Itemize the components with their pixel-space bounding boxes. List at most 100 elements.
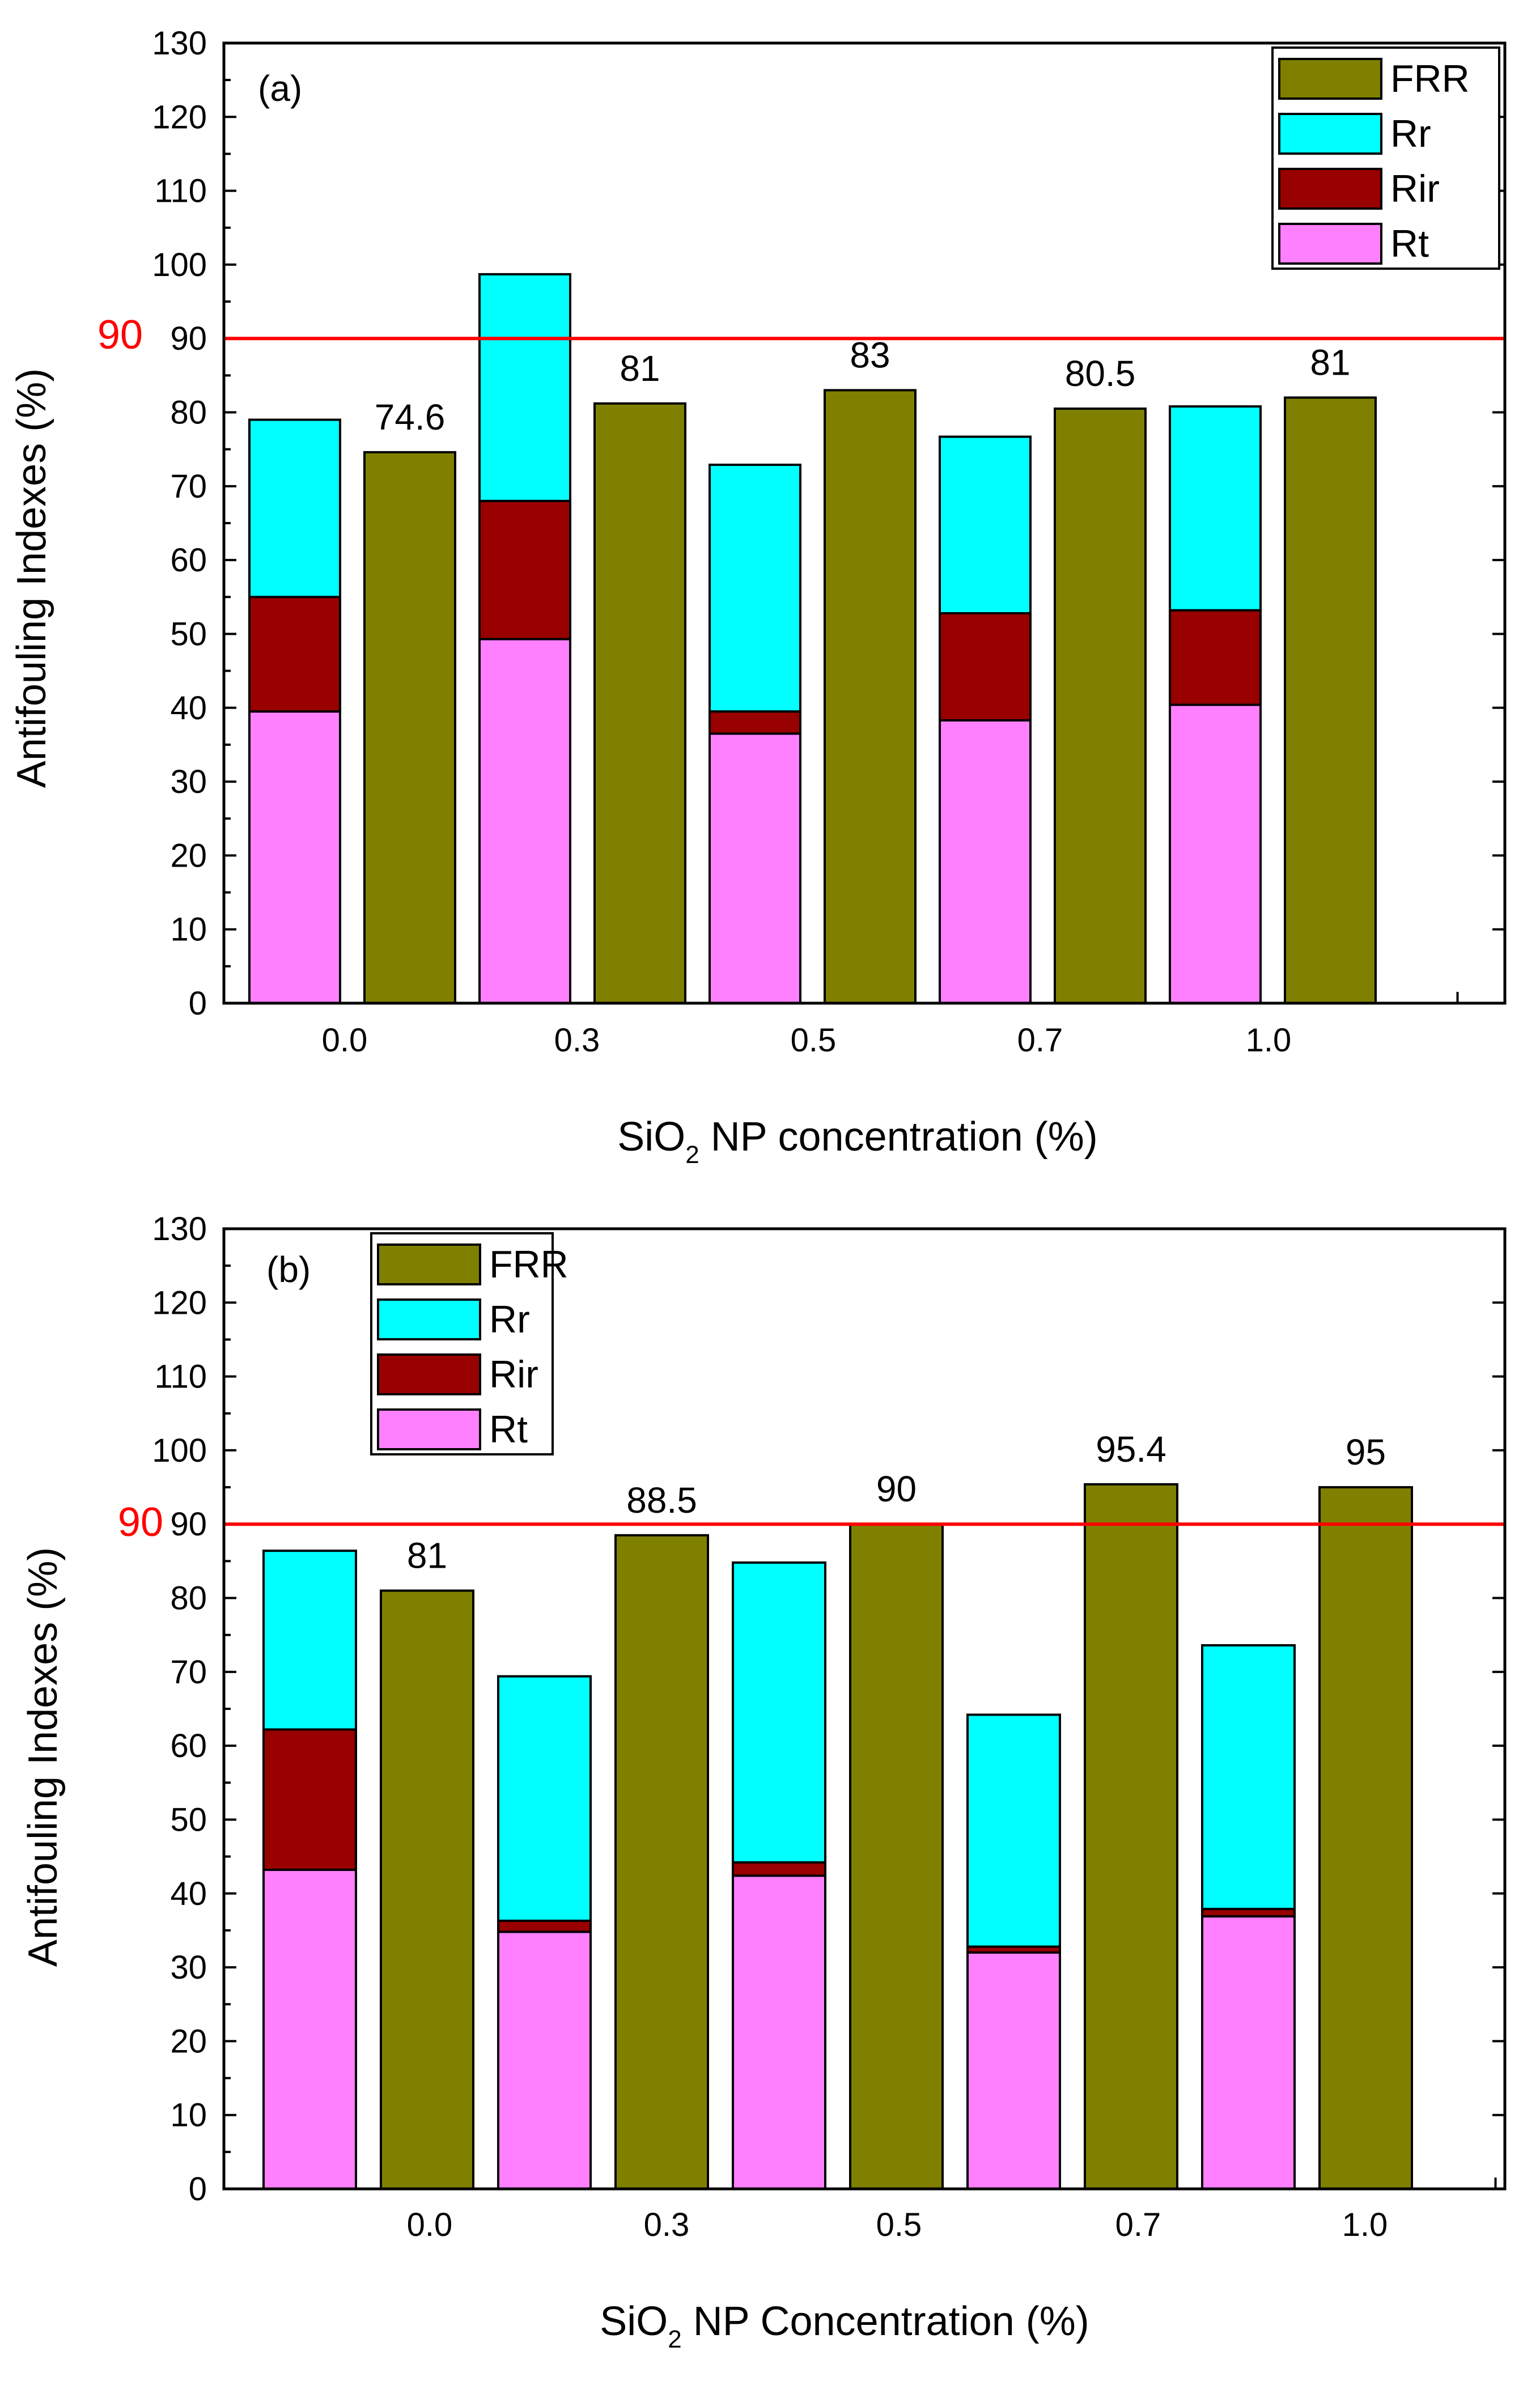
- frr-value-label-a: 83: [850, 334, 890, 375]
- panel-label-a: (a): [258, 68, 302, 109]
- bar-rt-a: [248, 710, 341, 1005]
- legend-b: FRR Rr Rir Rt: [370, 1232, 569, 1455]
- chart-panel-a: Antifouling Indexes (%) 0 10 20 30 40 50 60 70 8…: [9, 25, 1507, 1169]
- y-tick-label-a: 0: [189, 985, 207, 1022]
- legend-label-rir-a: Rir: [1390, 167, 1440, 210]
- frr-value-label-b: 90: [876, 1469, 917, 1509]
- y-tick-label-b: 80: [170, 1580, 207, 1617]
- x-axis-title-main-a: SiO: [617, 1114, 685, 1160]
- bar-frr-b: [1084, 1483, 1178, 2190]
- x-tick-label-b: 0.5: [876, 2206, 922, 2243]
- bar-rir-a: [939, 612, 1032, 721]
- frr-value-label-a: 81: [620, 348, 660, 389]
- bar-rr-b: [262, 1550, 357, 1731]
- bar-frr-a: [1054, 408, 1147, 1004]
- bar-rr-a: [248, 418, 341, 599]
- y-axis-title-a: Antifouling Indexes (%): [9, 368, 54, 788]
- bar-rt-a: [939, 719, 1032, 1004]
- y-tick-label-a: 120: [152, 99, 207, 135]
- bar-frr-b: [849, 1523, 944, 2190]
- legend-a: FRR Rr Rir Rt: [1271, 46, 1500, 270]
- y-tick-label-a: 60: [170, 542, 207, 579]
- x-axis-title-b: SiO2 NP Concentration (%): [600, 2299, 1089, 2353]
- bar-rir-b: [732, 1861, 826, 1877]
- frr-value-label-b: 88.5: [626, 1480, 697, 1521]
- legend-label-rt-a: Rt: [1390, 222, 1429, 265]
- x-axis-title-main-b: SiO: [600, 2299, 668, 2344]
- frr-value-label-b: 95: [1346, 1432, 1386, 1472]
- bar-rr-b: [966, 1713, 1061, 1948]
- y-tick-label-b: 20: [170, 2023, 207, 2060]
- reference-line-label-b: 90: [118, 1500, 163, 1545]
- bar-rir-b: [497, 1919, 592, 1933]
- y-tick-label-a: 30: [170, 763, 207, 800]
- x-axis-title-a: SiO2 NP concentration (%): [617, 1114, 1098, 1169]
- y-tick-label-b: 50: [170, 1801, 207, 1838]
- bar-rt-b: [1201, 1915, 1296, 2190]
- bar-rr-b: [1201, 1644, 1296, 1911]
- panel-label-b: (b): [266, 1249, 311, 1290]
- y-tick-label-a: 110: [155, 173, 207, 210]
- bar-rir-b: [262, 1728, 357, 1871]
- y-ticks-b: 0 10 20 30 40 50 60 70 80 90 100 110 120 130: [152, 1211, 1505, 2208]
- bar-rr-a: [939, 435, 1032, 614]
- legend-swatch-rir-b: [377, 1353, 481, 1395]
- plot-frame-b: [222, 1227, 1507, 2191]
- bars-a: [248, 273, 1377, 1005]
- y-tick-label-b: 30: [170, 1949, 207, 1986]
- bar-frr-a: [1284, 396, 1377, 1004]
- bar-rir-a: [709, 710, 801, 735]
- bar-frr-b: [1318, 1486, 1413, 2190]
- x-tick-label-a: 0.5: [791, 1022, 837, 1059]
- y-tick-label-a: 40: [170, 690, 207, 727]
- y-tick-label-b: 130: [152, 1211, 207, 1247]
- bar-rr-b: [497, 1675, 592, 1922]
- bar-rir-a: [478, 499, 571, 640]
- bar-rir-a: [1169, 609, 1262, 706]
- legend-label-rr-a: Rr: [1390, 112, 1431, 155]
- bar-frr-a: [593, 402, 686, 1005]
- bar-rt-b: [732, 1874, 826, 2190]
- bar-frr-a: [363, 451, 456, 1004]
- x-axis-title-rest-a: NP concentration (%): [699, 1114, 1098, 1160]
- y-tick-label-b: 0: [189, 2171, 207, 2208]
- legend-label-rt-b: Rt: [489, 1408, 528, 1451]
- legend-label-rr-b: Rr: [489, 1298, 530, 1341]
- x-axis-title-sub-a: 2: [685, 1141, 699, 1169]
- y-tick-label-b: 10: [170, 2097, 207, 2134]
- x-axis-title-rest-b: NP Concentration (%): [682, 2299, 1089, 2344]
- value-labels-a: 74.6 81 83 80.5 81: [375, 334, 1351, 437]
- y-tick-label-a: 50: [170, 616, 207, 652]
- y-ticks-a: 0 10 20 30 40 50 60 70 80 90 100 110 120 130: [152, 25, 1505, 1022]
- x-tick-label-b: 0.3: [644, 2206, 690, 2243]
- y-tick-label-b: 110: [155, 1359, 207, 1395]
- bar-frr-a: [824, 389, 917, 1004]
- legend-swatch-rr-b: [377, 1298, 481, 1340]
- x-tick-label-b: 0.7: [1115, 2206, 1161, 2243]
- legend-label-frr-a: FRR: [1390, 57, 1470, 100]
- y-tick-label-b: 120: [152, 1284, 207, 1321]
- x-tick-label-b: 0.0: [407, 2206, 453, 2243]
- y-tick-label-a: 70: [170, 468, 207, 505]
- plot-frame-a: [222, 41, 1507, 1005]
- legend-swatch-rt-b: [377, 1408, 481, 1450]
- legend-label-frr-b: FRR: [489, 1243, 569, 1286]
- x-tick-label-a: 0.7: [1017, 1022, 1063, 1059]
- legend-swatch-rr-a: [1278, 113, 1382, 155]
- bar-rt-a: [1169, 703, 1262, 1004]
- frr-value-label-a: 81: [1310, 342, 1350, 383]
- y-tick-label-a: 100: [152, 247, 207, 283]
- bar-rr-a: [478, 273, 571, 502]
- value-labels-b: 81 88.5 90 95.4 95: [407, 1429, 1386, 1576]
- bar-rt-b: [966, 1951, 1061, 2190]
- y-tick-label-a: 10: [170, 911, 207, 948]
- legend-label-rir-b: Rir: [489, 1353, 538, 1396]
- bar-rr-a: [1169, 405, 1262, 612]
- legend-swatch-frr-a: [1278, 58, 1382, 100]
- bar-rt-a: [478, 638, 571, 1005]
- frr-value-label-b: 81: [407, 1535, 447, 1576]
- reference-line-label-a: 90: [97, 312, 143, 358]
- bars-b: [262, 1483, 1413, 2191]
- x-axis-title-sub-b: 2: [668, 2325, 681, 2353]
